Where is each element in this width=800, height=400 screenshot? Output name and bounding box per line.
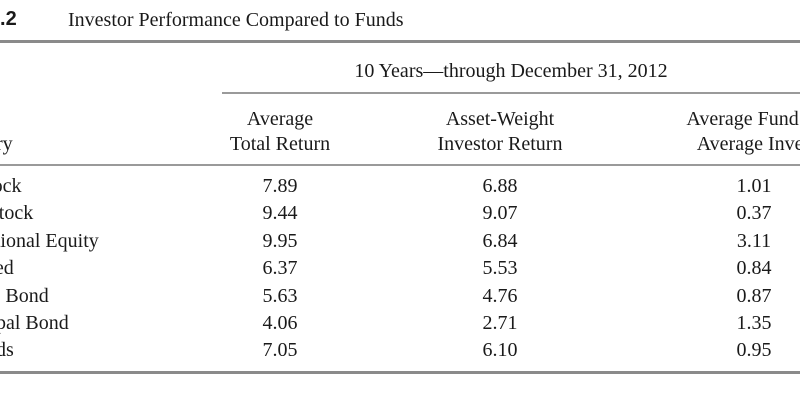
period-rule: [222, 92, 800, 94]
fund-vs-investor-cell: 0.37: [736, 202, 772, 225]
avg-total-return-cell: 5.63: [262, 284, 298, 307]
column-header-line: Total Return: [229, 133, 331, 155]
bottom-rule: [0, 371, 800, 374]
fund-vs-investor-cell: 3.11: [736, 229, 772, 252]
table-row: r Stock 9.44 9.07 0.37: [0, 202, 800, 229]
fund-vs-investor-cell: 1.35: [736, 311, 772, 334]
category-cell: ble Bond: [0, 284, 49, 307]
column-header-fund-vs-investor: Average Fund vs Average Inves: [634, 107, 800, 157]
column-header-line: Average Inves: [696, 133, 800, 155]
category-cell: Stock: [0, 175, 22, 197]
table-row: icipal Bond 4.06 2.71 1.35: [0, 312, 800, 339]
column-header-average-total-return: Average Total Return: [180, 107, 380, 157]
category-cell: r Stock: [0, 202, 34, 225]
asset-weight-return-cell: 6.88: [482, 175, 518, 197]
period-header: 10 Years—through December 31, 2012: [354, 60, 668, 82]
asset-weight-return-cell: 5.53: [482, 257, 518, 280]
table-row: unds 7.05 6.10 0.95: [0, 339, 800, 366]
category-cell: icipal Bond: [0, 311, 69, 334]
category-cell: unds: [0, 339, 14, 362]
asset-weight-return-cell: 2.71: [482, 311, 518, 334]
column-header-line: Investor Return: [437, 133, 563, 155]
column-header-line: ory: [0, 133, 13, 155]
avg-total-return-cell: 9.44: [262, 202, 298, 225]
column-header-line: Asset-Weight: [445, 108, 555, 130]
category-cell: nced: [0, 257, 14, 280]
table-title: Investor Performance Compared to Funds: [68, 9, 404, 31]
fund-vs-investor-cell: 0.95: [736, 339, 772, 362]
avg-total-return-cell: 7.05: [262, 339, 298, 362]
column-header-asset-weight-return: Asset-Weight Investor Return: [400, 107, 600, 157]
column-header-category: ory: [0, 132, 186, 157]
avg-total-return-cell: 7.89: [262, 175, 298, 197]
table-row: national Equity 9.95 6.84 3.11: [0, 230, 800, 257]
asset-weight-return-cell: 6.84: [482, 229, 518, 252]
asset-weight-return-cell: 4.76: [482, 284, 518, 307]
asset-weight-return-cell: 9.07: [482, 202, 518, 225]
table-row: ble Bond 5.63 4.76 0.87: [0, 285, 800, 312]
table-body: Stock 7.89 6.88 1.01 r Stock 9.44 9.07 0…: [0, 175, 800, 367]
avg-total-return-cell: 4.06: [262, 311, 298, 334]
fund-vs-investor-cell: 0.87: [736, 284, 772, 307]
table-row: nced 6.37 5.53 0.84: [0, 257, 800, 284]
column-header-line: Average Fund vs: [686, 108, 800, 130]
column-header-line: Average: [246, 108, 314, 130]
header-rule: [0, 164, 800, 166]
category-cell: national Equity: [0, 229, 99, 252]
avg-total-return-cell: 6.37: [262, 257, 298, 280]
avg-total-return-cell: 9.95: [262, 229, 298, 252]
table-row: Stock 7.89 6.88 1.01: [0, 175, 800, 202]
fund-vs-investor-cell: 1.01: [736, 175, 772, 197]
fund-vs-investor-cell: 0.84: [736, 257, 772, 280]
table-number: E 6.2: [0, 8, 17, 30]
asset-weight-return-cell: 6.10: [482, 339, 518, 362]
top-rule: [0, 40, 800, 43]
